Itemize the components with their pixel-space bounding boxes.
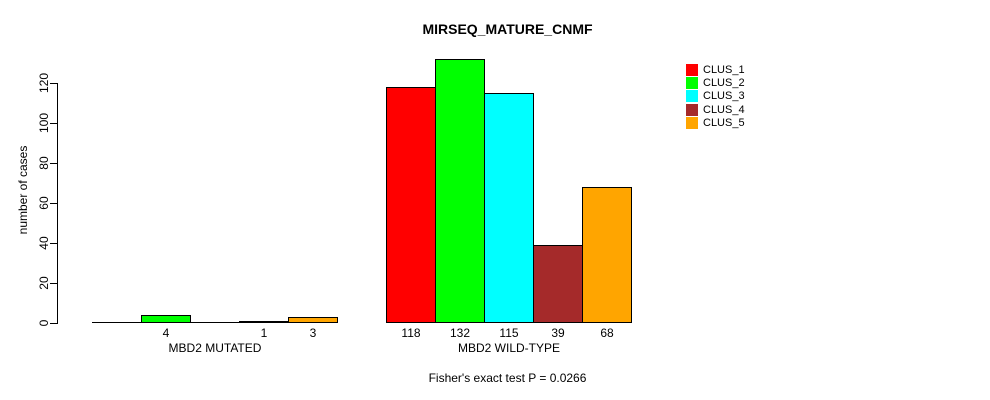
bar-value-label: 132 xyxy=(449,326,471,340)
y-axis-tick xyxy=(50,243,57,244)
bar-value-label: 115 xyxy=(499,326,519,340)
y-axis-tick xyxy=(50,123,57,124)
legend-label: CLUS_4 xyxy=(703,103,745,116)
legend-label: CLUS_2 xyxy=(703,76,745,89)
bar-clus-3-mbd2-wild-type xyxy=(484,93,534,323)
legend-swatch-icon xyxy=(686,90,698,103)
category-label-mbd2-mutated: MBD2 MUTATED xyxy=(168,341,262,355)
bar-value-label: 39 xyxy=(551,326,565,340)
y-axis-tick xyxy=(50,163,57,164)
legend-item-clus-1: CLUS_1 xyxy=(686,63,745,76)
y-axis-tick xyxy=(50,203,57,204)
legend-swatch-icon xyxy=(686,63,698,76)
bar-clus-2-mbd2-mutated xyxy=(141,315,191,323)
legend-label: CLUS_1 xyxy=(703,63,745,76)
y-axis-tick xyxy=(50,283,57,284)
bar-clus-4-mbd2-mutated xyxy=(239,321,289,323)
y-axis-tick-label: 20 xyxy=(37,276,51,290)
legend-swatch-icon xyxy=(686,76,698,89)
legend-swatch-icon xyxy=(686,116,698,129)
legend-item-clus-2: CLUS_2 xyxy=(686,76,745,89)
pvalue-annotation: Fisher's exact test P = 0.0266 xyxy=(428,371,587,385)
legend-item-clus-4: CLUS_4 xyxy=(686,103,745,116)
bar-value-label: 4 xyxy=(162,326,170,340)
bar-value-label: 1 xyxy=(260,326,268,340)
y-axis-tick-label: 40 xyxy=(37,236,51,250)
y-axis-tick-label: 60 xyxy=(37,196,51,210)
legend-item-clus-5: CLUS_5 xyxy=(686,116,745,129)
chart-title: MIRSEQ_MATURE_CNMF xyxy=(422,21,593,37)
bar-clus-1-mbd2-mutated xyxy=(92,322,142,323)
legend-label: CLUS_3 xyxy=(703,90,745,103)
bar-value-label: 118 xyxy=(401,326,421,340)
y-axis-line xyxy=(57,83,58,324)
category-label-mbd2-wild-type: MBD2 WILD-TYPE xyxy=(457,341,560,355)
y-axis-tick xyxy=(50,83,57,84)
bar-value-label: 3 xyxy=(309,326,317,340)
bar-clus-4-mbd2-wild-type xyxy=(533,245,583,323)
y-axis-tick-label: 100 xyxy=(37,112,51,134)
y-axis-tick-label: 120 xyxy=(37,72,51,94)
legend: CLUS_1 CLUS_2 CLUS_3 CLUS_4 CLUS_5 xyxy=(686,63,745,129)
y-axis-tick-label: 0 xyxy=(37,319,51,327)
bar-clus-2-mbd2-wild-type xyxy=(435,59,485,323)
bar-clus-3-mbd2-mutated xyxy=(190,322,240,323)
y-axis-tick-label: 80 xyxy=(37,156,51,170)
legend-swatch-icon xyxy=(686,103,698,116)
bar-clus-5-mbd2-wild-type xyxy=(582,187,632,323)
legend-item-clus-3: CLUS_3 xyxy=(686,90,745,103)
legend-label: CLUS_5 xyxy=(703,116,745,129)
bar-clus-5-mbd2-mutated xyxy=(288,317,338,323)
y-axis-tick xyxy=(50,323,57,324)
bar-value-label: 68 xyxy=(600,326,614,340)
bar-clus-1-mbd2-wild-type xyxy=(386,87,436,323)
